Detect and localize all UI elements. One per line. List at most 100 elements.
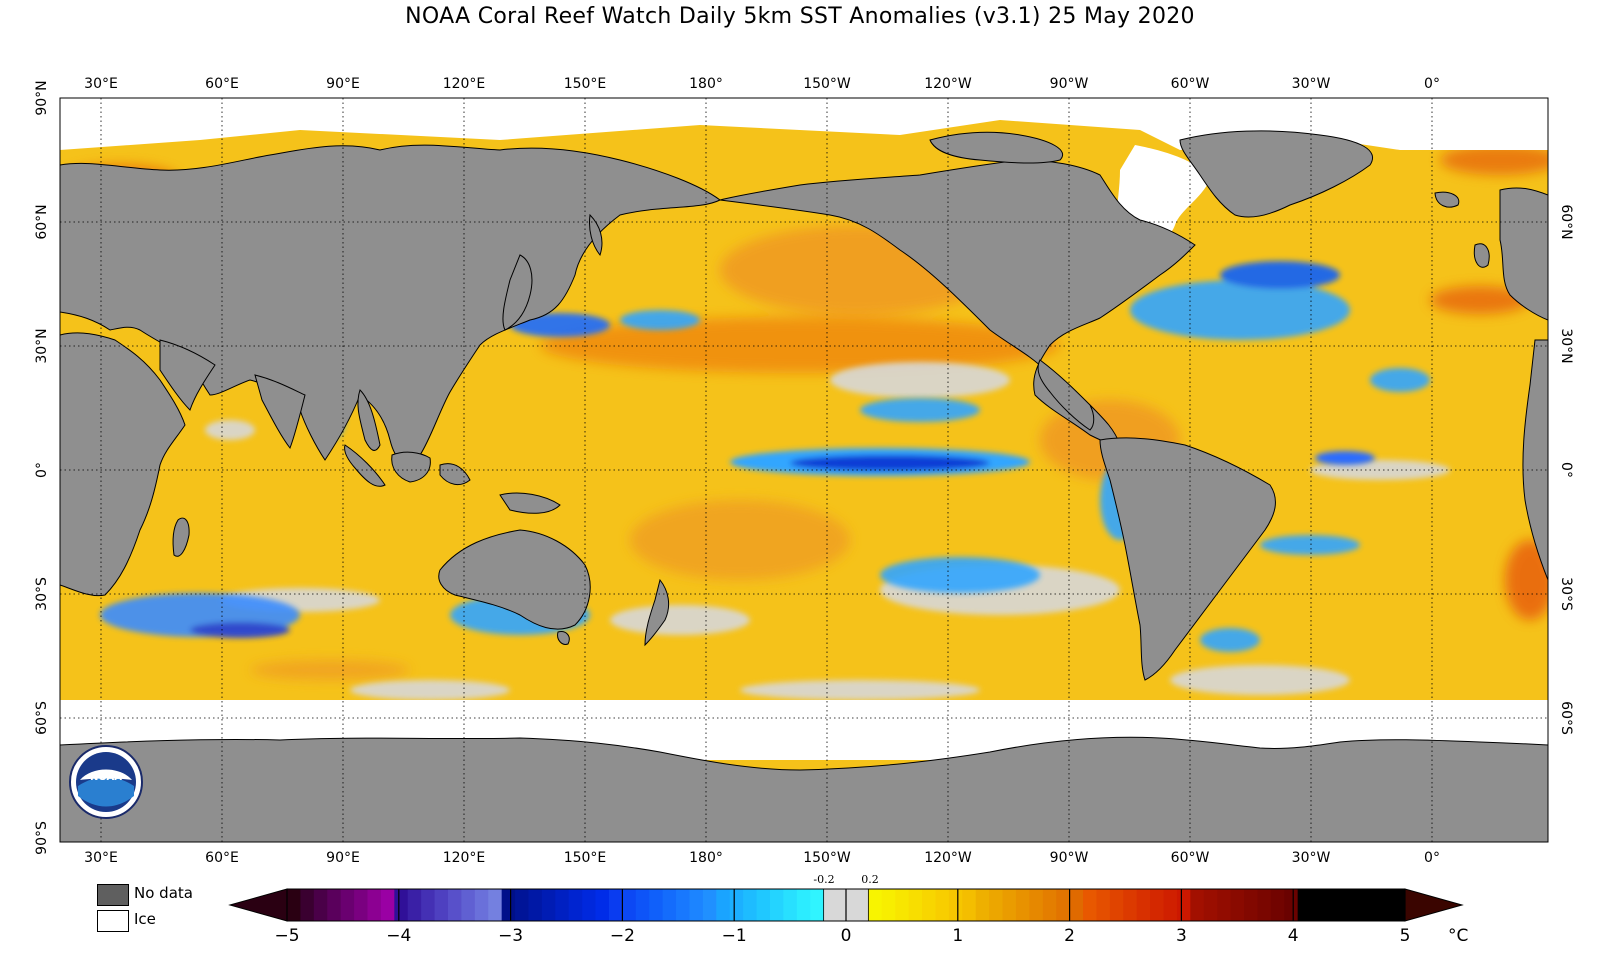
colorbar-segment <box>1324 889 1339 921</box>
colorbar-segment <box>935 889 950 921</box>
colorbar-segment <box>1176 889 1191 921</box>
colorbar-segment <box>1311 889 1326 921</box>
colorbar-segment <box>434 889 449 921</box>
colorbar-segment <box>1002 889 1017 921</box>
colorbar-segment <box>407 889 422 921</box>
colorbar-segment <box>488 889 503 921</box>
colorbar-tick-label: −5 <box>274 926 299 946</box>
colorbar-segment <box>1270 889 1285 921</box>
noaa-logo: NOAA <box>69 745 143 819</box>
lat-label: 60°S <box>1558 701 1574 735</box>
colorbar-small-tick-label: 0.2 <box>861 873 879 886</box>
colorbar-segment <box>702 889 717 921</box>
lon-label: 90°E <box>326 850 360 866</box>
colorbar-segment <box>846 889 869 921</box>
lat-label: 60°S <box>34 701 50 735</box>
colorbar-segment <box>676 889 690 921</box>
lon-labels-top: 30°E 60°E 90°E 120°E 150°E 180° 150°W 12… <box>84 76 1440 92</box>
colorbar-segment <box>895 889 910 921</box>
colorbar-segment <box>729 889 744 921</box>
colorbar-high-arrow <box>1404 888 1464 922</box>
colorbar-segment <box>555 889 570 921</box>
lon-label: 180° <box>689 850 723 866</box>
lat-label: 60°N <box>1558 204 1574 239</box>
colorbar-segment <box>461 889 476 921</box>
lat-label: 90°S <box>34 821 50 855</box>
lon-label: 30°E <box>84 850 118 866</box>
lon-label: 60°W <box>1171 850 1210 866</box>
colorbar-segment <box>1217 889 1232 921</box>
colorbar-segment <box>367 889 382 921</box>
lat-label: 90°N <box>34 80 50 115</box>
colorbar-segment <box>1297 889 1312 921</box>
lat-label: 0° <box>1558 462 1574 478</box>
colorbar-tick-label: −3 <box>498 926 523 946</box>
colorbar-segment <box>1284 889 1299 921</box>
colorbar-segment <box>595 889 610 921</box>
colorbar-tick-label: 3 <box>1176 926 1187 946</box>
colorbar-segment <box>1029 889 1044 921</box>
colorbar-segment <box>622 889 637 921</box>
colorbar-low-arrow <box>228 888 288 922</box>
lon-label: 30°W <box>1292 850 1331 866</box>
colorbar-segment <box>796 889 811 921</box>
colorbar-segment <box>823 889 847 921</box>
colorbar-segment <box>1190 889 1205 921</box>
lat-label: 60°N <box>34 204 50 239</box>
colorbar-tick-label: 0 <box>841 926 852 946</box>
lon-label: 90°E <box>326 76 360 92</box>
colorbar-segment <box>1069 889 1084 921</box>
ice-swatch <box>97 910 129 932</box>
colorbar-segment <box>1378 889 1393 921</box>
colorbar-segment <box>908 889 923 921</box>
colorbar-segment <box>1351 889 1366 921</box>
colorbar-segment <box>313 889 328 921</box>
colorbar-segment <box>327 889 342 921</box>
colorbar-segment <box>922 889 936 921</box>
ice-label: Ice <box>134 910 156 928</box>
lat-label: 30°S <box>1558 577 1574 611</box>
graticule <box>60 98 1548 842</box>
colorbar-segment <box>1015 889 1030 921</box>
lon-label: 150°E <box>564 850 607 866</box>
lon-label: 150°W <box>803 850 851 866</box>
colorbar-tick-label: −1 <box>722 926 747 946</box>
colorbar-segment <box>1056 889 1071 921</box>
colorbar-segment <box>1123 889 1138 921</box>
lon-label: 30°W <box>1292 76 1331 92</box>
colorbar-segment <box>1163 889 1178 921</box>
colorbar-segment <box>541 889 556 921</box>
no-data-swatch <box>97 884 129 906</box>
colorbar: −5 −4 −3 −2 −1 0 1 2 3 4 5 -0.2 0.2 °C <box>228 873 1468 946</box>
colorbar-segment <box>447 889 462 921</box>
colorbar-tick-label: 2 <box>1064 926 1075 946</box>
lon-label: 120°E <box>443 76 486 92</box>
svg-text:NOAA: NOAA <box>90 772 122 783</box>
colorbar-segment <box>380 889 395 921</box>
map-title: NOAA Coral Reef Watch Daily 5km SST Anom… <box>405 4 1195 29</box>
no-data-label: No data <box>134 884 193 902</box>
colorbar-segment <box>948 889 963 921</box>
colorbar-segment <box>1136 889 1151 921</box>
land-masses <box>60 130 1548 842</box>
colorbar-segment <box>756 889 771 921</box>
colorbar-segment <box>354 889 368 921</box>
colorbar-segment <box>394 889 409 921</box>
colorbar-segments <box>287 889 1406 921</box>
colorbar-segment <box>287 889 301 921</box>
colorbar-tick-label: −2 <box>610 926 635 946</box>
lon-label: 120°E <box>443 850 486 866</box>
colorbar-segment <box>743 889 758 921</box>
colorbar-segment <box>474 889 489 921</box>
colorbar-segment <box>649 889 664 921</box>
lat-label: 30°N <box>1558 328 1574 363</box>
lon-label: 90°W <box>1050 850 1089 866</box>
colorbar-segment <box>635 889 650 921</box>
colorbar-tick-label: 4 <box>1288 926 1299 946</box>
lat-labels-right: 60°N 30°N 0° 30°S 60°S <box>1558 204 1574 735</box>
colorbar-segment <box>608 889 623 921</box>
colorbar-segment <box>662 889 677 921</box>
colorbar-segment <box>1257 889 1272 921</box>
colorbar-tick-label: 1 <box>952 926 963 946</box>
lon-label: 30°E <box>84 76 118 92</box>
